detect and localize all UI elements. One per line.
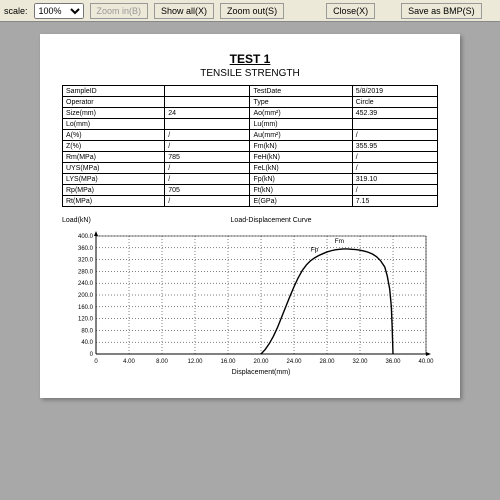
cell-value: 785 [165, 152, 250, 163]
cell-value: / [352, 163, 437, 174]
close-button[interactable]: Close(X) [326, 3, 375, 19]
cell-value: / [352, 130, 437, 141]
cell-value [165, 97, 250, 108]
svg-text:20.00: 20.00 [253, 359, 269, 365]
svg-text:240.0: 240.0 [78, 281, 94, 287]
svg-text:12.00: 12.00 [187, 359, 203, 365]
svg-text:Fm: Fm [335, 238, 344, 245]
cell-label: TestDate [250, 86, 352, 97]
svg-text:4.00: 4.00 [123, 359, 135, 365]
cell-value: / [165, 163, 250, 174]
cell-value: Circle [352, 97, 437, 108]
svg-text:400.0: 400.0 [78, 234, 94, 240]
cell-label: Rm(MPa) [63, 152, 165, 163]
zoom-in-button[interactable]: Zoom in(B) [90, 3, 149, 19]
table-row: Rm(MPa)785FeH(kN)/ [63, 152, 438, 163]
svg-text:28.00: 28.00 [319, 359, 335, 365]
svg-text:32.00: 32.00 [352, 359, 368, 365]
cell-label: Fp(kN) [250, 174, 352, 185]
cell-label: E(GPa) [250, 196, 352, 207]
cell-label: Size(mm) [63, 108, 165, 119]
svg-text:0: 0 [94, 359, 98, 365]
svg-text:Fp: Fp [311, 247, 319, 254]
report-title: TEST 1 [62, 52, 438, 66]
table-row: Size(mm)24Ao(mm²)452.39 [63, 108, 438, 119]
chart-title: Load-Displacement Curve [104, 217, 438, 224]
svg-text:Displacement(mm): Displacement(mm) [232, 369, 291, 376]
table-row: Operator TypeCircle [63, 97, 438, 108]
svg-text:0: 0 [90, 352, 94, 358]
cell-value: / [165, 141, 250, 152]
svg-text:24.00: 24.00 [286, 359, 302, 365]
cell-label: SampleID [63, 86, 165, 97]
cell-value: / [352, 185, 437, 196]
chart-region: Load(kN) Load-Displacement Curve 0 40.0 80… [62, 217, 438, 376]
load-displacement-chart: 0 40.0 80.0 120.0 160.0 200.0 240.0 280.0 320.0 3… [62, 226, 438, 376]
cell-value [165, 119, 250, 130]
save-bmp-button[interactable]: Save as BMP(S) [401, 3, 482, 19]
svg-text:320.0: 320.0 [78, 258, 94, 264]
cell-label: Rt(MPa) [63, 196, 165, 207]
report-page: TEST 1 TENSILE STRENGTH SampleID TestDate… [40, 34, 460, 398]
table-row: Rp(MPa)705Ft(kN)/ [63, 185, 438, 196]
cell-label: Ao(mm²) [250, 108, 352, 119]
svg-text:200.0: 200.0 [78, 293, 94, 299]
cell-value: 319.10 [352, 174, 437, 185]
toolbar: scale: 100% Zoom in(B) Show all(X) Zoom … [0, 0, 500, 22]
cell-value: 452.39 [352, 108, 437, 119]
table-row: A(%)/Au(mm²)/ [63, 130, 438, 141]
cell-value [352, 119, 437, 130]
svg-text:8.00: 8.00 [156, 359, 168, 365]
cell-label: Fm(kN) [250, 141, 352, 152]
cell-label: FeL(kN) [250, 163, 352, 174]
svg-text:16.00: 16.00 [220, 359, 236, 365]
cell-value: 705 [165, 185, 250, 196]
cell-value: / [352, 152, 437, 163]
cell-label: Rp(MPa) [63, 185, 165, 196]
svg-text:360.0: 360.0 [78, 246, 94, 252]
cell-label: Type [250, 97, 352, 108]
cell-label: Lu(mm) [250, 119, 352, 130]
chart-ylabel: Load(kN) [62, 217, 104, 224]
cell-label: A(%) [63, 130, 165, 141]
cell-value: / [165, 174, 250, 185]
svg-text:40.00: 40.00 [418, 359, 434, 365]
data-table: SampleID TestDate5/8/2019 Operator TypeCirc… [62, 85, 438, 207]
svg-text:36.00: 36.00 [385, 359, 401, 365]
table-row: UYS(MPa)/FeL(kN)/ [63, 163, 438, 174]
page-area: TEST 1 TENSILE STRENGTH SampleID TestDate… [0, 22, 500, 410]
cell-label: Ft(kN) [250, 185, 352, 196]
scale-select[interactable]: 100% [34, 3, 84, 19]
table-row: Lo(mm) Lu(mm) [63, 119, 438, 130]
svg-text:120.0: 120.0 [78, 317, 94, 323]
cell-label: Operator [63, 97, 165, 108]
cell-label: LYS(MPa) [63, 174, 165, 185]
zoom-out-button[interactable]: Zoom out(S) [220, 3, 284, 19]
cell-label: Lo(mm) [63, 119, 165, 130]
cell-value: 5/8/2019 [352, 86, 437, 97]
cell-value: / [165, 196, 250, 207]
scale-label: scale: [4, 6, 28, 16]
svg-text:80.0: 80.0 [81, 328, 93, 334]
table-row: LYS(MPa)/Fp(kN)319.10 [63, 174, 438, 185]
cell-label: Au(mm²) [250, 130, 352, 141]
svg-text:280.0: 280.0 [78, 269, 94, 275]
cell-value [165, 86, 250, 97]
cell-value: 24 [165, 108, 250, 119]
cell-value: 7.15 [352, 196, 437, 207]
table-row: SampleID TestDate5/8/2019 [63, 86, 438, 97]
cell-label: UYS(MPa) [63, 163, 165, 174]
show-all-button[interactable]: Show all(X) [154, 3, 214, 19]
report-subtitle: TENSILE STRENGTH [62, 68, 438, 79]
cell-label: Z(%) [63, 141, 165, 152]
svg-text:40.0: 40.0 [81, 340, 93, 346]
table-row: Z(%)/Fm(kN)355.95 [63, 141, 438, 152]
cell-label: FeH(kN) [250, 152, 352, 163]
table-row: Rt(MPa)/E(GPa)7.15 [63, 196, 438, 207]
cell-value: / [165, 130, 250, 141]
svg-text:160.0: 160.0 [78, 305, 94, 311]
cell-value: 355.95 [352, 141, 437, 152]
